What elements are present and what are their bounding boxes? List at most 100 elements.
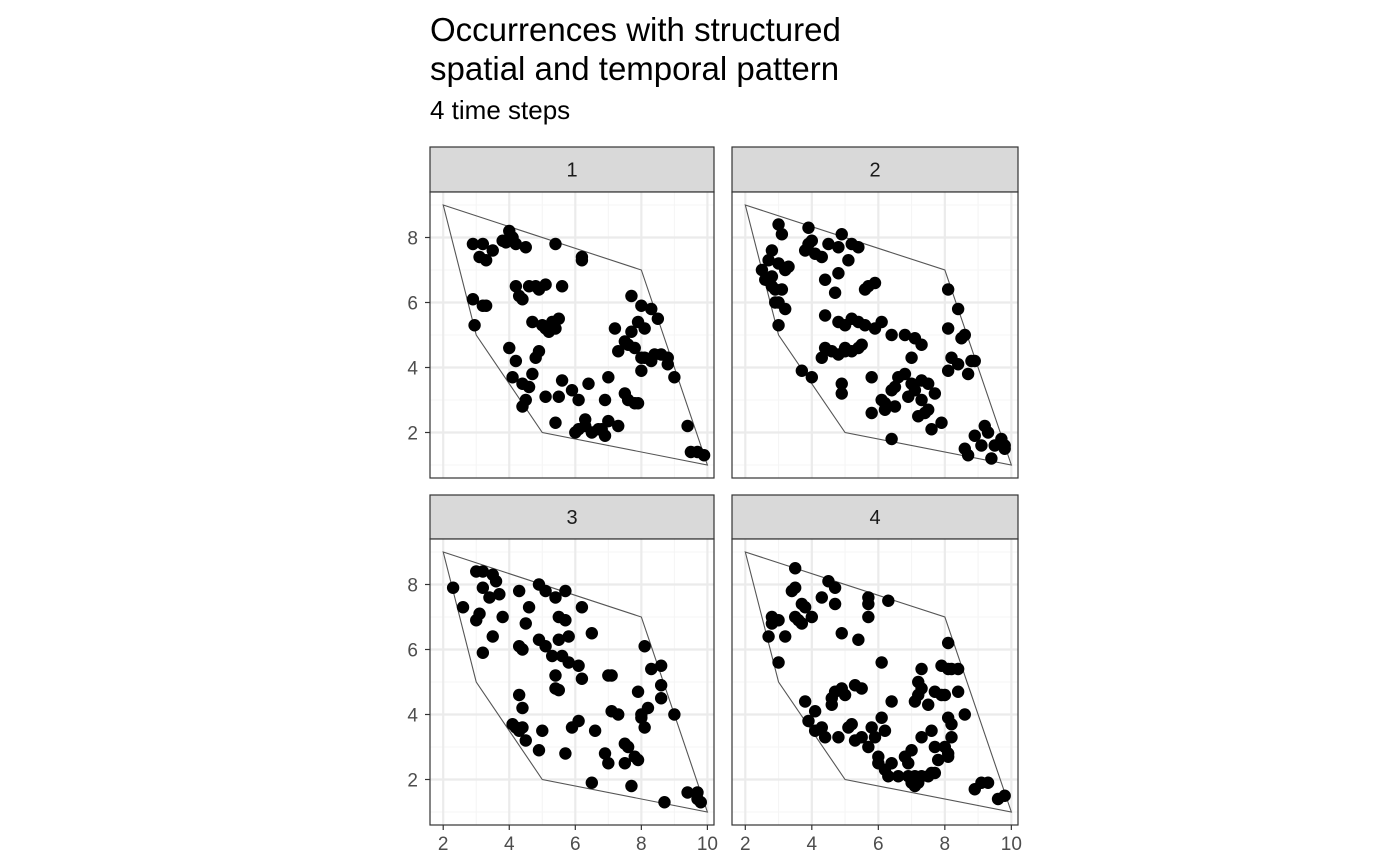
occurrence-point bbox=[516, 400, 529, 413]
occurrence-point bbox=[618, 757, 632, 770]
occurrence-point bbox=[621, 740, 635, 754]
occurrence-point bbox=[697, 449, 711, 462]
occurrence-point bbox=[888, 380, 902, 394]
occurrence-point bbox=[526, 367, 539, 381]
occurrence-point bbox=[479, 254, 493, 267]
panel-border bbox=[731, 191, 1019, 479]
occurrence-point bbox=[493, 588, 506, 601]
occurrence-point bbox=[486, 244, 499, 257]
occurrence-point bbox=[631, 397, 645, 410]
occurrence-point bbox=[585, 776, 599, 789]
occurrence-point bbox=[885, 328, 898, 342]
occurrence-point bbox=[885, 757, 898, 770]
occurrence-point bbox=[638, 322, 651, 335]
occurrence-point bbox=[579, 419, 592, 433]
occurrence-point bbox=[941, 750, 955, 763]
occurrence-point bbox=[838, 688, 852, 702]
occurrence-point bbox=[635, 364, 648, 377]
occurrence-point bbox=[549, 416, 562, 429]
occurrence-point bbox=[509, 280, 523, 293]
occurrence-point bbox=[529, 351, 542, 364]
occurrence-point bbox=[456, 601, 470, 614]
occurrence-point bbox=[981, 776, 995, 789]
occurrence-point bbox=[938, 688, 952, 702]
occurrence-point bbox=[941, 283, 955, 296]
occurrence-point bbox=[885, 695, 898, 708]
occurrence-point bbox=[483, 591, 496, 604]
occurrence-point bbox=[489, 575, 503, 588]
occurrence-point bbox=[519, 241, 532, 254]
occurrence-point bbox=[968, 429, 981, 442]
occurrence-point bbox=[755, 263, 769, 277]
occurrence-point bbox=[496, 610, 509, 624]
occurrence-point bbox=[559, 614, 572, 627]
occurrence-point bbox=[516, 701, 529, 715]
occurrence-point bbox=[572, 714, 585, 728]
y-tick-label: 6 bbox=[407, 294, 418, 315]
occurrence-point bbox=[882, 594, 895, 607]
occurrence-point bbox=[802, 714, 815, 728]
occurrence-point bbox=[582, 377, 595, 390]
occurrence-point bbox=[503, 341, 516, 355]
occurrence-point bbox=[945, 718, 958, 731]
occurrence-point bbox=[602, 414, 615, 428]
occurrence-point bbox=[769, 296, 782, 309]
occurrence-point bbox=[532, 283, 546, 296]
occurrence-point bbox=[552, 312, 565, 325]
occurrence-point bbox=[951, 302, 965, 316]
facet-panel-3: 3 2 4 6 8 2 4 6 8 10 bbox=[407, 494, 718, 855]
occurrence-point bbox=[818, 309, 832, 322]
occurrence-point bbox=[888, 400, 902, 413]
occurrence-point bbox=[862, 740, 875, 754]
occurrence-point bbox=[922, 698, 935, 711]
occurrence-point bbox=[509, 354, 523, 368]
occurrence-point bbox=[631, 685, 645, 698]
occurrence-point bbox=[658, 796, 671, 809]
occurrence-point bbox=[466, 237, 480, 251]
occurrence-point bbox=[958, 708, 971, 721]
occurrence-point bbox=[476, 646, 490, 659]
occurrence-point bbox=[562, 630, 575, 643]
occurrence-point bbox=[762, 254, 775, 267]
occurrence-point bbox=[808, 705, 822, 718]
occurrence-point bbox=[765, 244, 779, 257]
occurrence-point bbox=[798, 695, 812, 708]
facet-panel-4: 4 2 4 6 8 10 bbox=[731, 494, 1022, 855]
occurrence-point bbox=[598, 393, 612, 407]
occurrence-point bbox=[788, 562, 802, 575]
facet-panel-2: 2 bbox=[731, 146, 1019, 479]
occurrence-point bbox=[951, 662, 965, 676]
x-tick-label: 2 bbox=[438, 834, 449, 855]
occurrence-point bbox=[526, 315, 539, 329]
occurrence-point bbox=[532, 744, 546, 757]
occurrence-point bbox=[602, 371, 615, 384]
x-tick-label: 4 bbox=[504, 834, 515, 855]
panel-border bbox=[429, 538, 715, 826]
occurrence-point bbox=[602, 757, 615, 770]
occurrence-point bbox=[882, 770, 895, 783]
occurrence-point bbox=[941, 636, 955, 650]
occurrence-point bbox=[552, 633, 565, 646]
occurrence-point bbox=[572, 659, 585, 672]
occurrence-point bbox=[905, 744, 918, 757]
x-tick-label: 10 bbox=[697, 834, 718, 855]
occurrence-point bbox=[635, 299, 648, 312]
occurrence-point bbox=[565, 384, 579, 397]
occurrence-point bbox=[668, 371, 681, 384]
occurrence-point bbox=[832, 267, 845, 280]
occurrence-point bbox=[625, 779, 638, 793]
occurrence-point bbox=[862, 610, 875, 624]
occurrence-point bbox=[961, 449, 975, 462]
facet-strip bbox=[731, 494, 1019, 540]
occurrence-point bbox=[605, 669, 618, 682]
occurrence-point bbox=[931, 753, 945, 767]
occurrence-point bbox=[795, 364, 809, 377]
occurrence-point bbox=[612, 345, 625, 358]
facet-panel-1: 1 2 4 6 8 bbox=[407, 146, 715, 479]
occurrence-point bbox=[661, 358, 674, 371]
occurrence-point bbox=[955, 332, 968, 345]
x-tick-label: 8 bbox=[636, 834, 647, 855]
facet-strip-label: 2 bbox=[869, 160, 880, 182]
x-tick-label: 6 bbox=[570, 834, 581, 855]
occurrence-point bbox=[878, 403, 892, 416]
